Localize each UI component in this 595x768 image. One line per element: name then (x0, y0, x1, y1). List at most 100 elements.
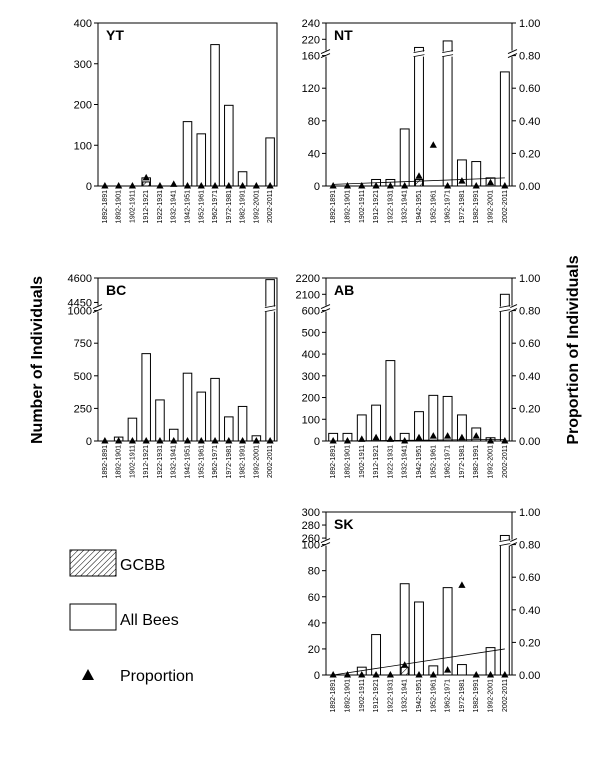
axis-break-mask (322, 50, 330, 57)
y-left-tick-label: 4450 (68, 297, 92, 309)
proportion-marker (386, 182, 394, 189)
bar-all-bees (196, 391, 207, 442)
x-tick-label: 1902-1911 (129, 190, 136, 223)
proportion-marker (225, 437, 233, 444)
y-right-tick-label: 0.80 (519, 540, 540, 552)
y-left-tick-label: 2100 (296, 289, 320, 301)
panel-label: SK (334, 516, 353, 532)
proportion-marker (329, 182, 337, 189)
x-tick-label: 1892-1891 (102, 445, 109, 479)
x-tick-label: 1992-2001 (253, 190, 260, 224)
proportion-marker (372, 433, 380, 441)
proportion-marker (401, 182, 409, 189)
x-tick-label: 2002-2011 (502, 679, 509, 712)
y-left-tick-label: 1000 (68, 306, 92, 318)
x-tick-label: 1982-1991 (473, 190, 480, 224)
proportion-marker (415, 671, 423, 678)
x-tick-label: 1952-1961 (198, 445, 205, 479)
proportion-marker (238, 437, 247, 444)
x-tick-label: 1962-1971 (445, 679, 452, 713)
y-right-tick-label: 1.00 (519, 507, 540, 519)
proportion-marker (429, 671, 437, 678)
proportion-marker (486, 671, 495, 678)
y-left-tick-label: 280 (302, 520, 320, 532)
x-tick-label: 1932-1941 (171, 190, 178, 224)
y-left-tick-label: 2200 (296, 273, 320, 285)
x-tick-label: 1922-1931 (387, 445, 394, 479)
legend: GCBB All Bees Proportion (69, 549, 194, 685)
x-tick-label: 1902-1911 (359, 190, 366, 223)
y-left-tick-label: 400 (74, 18, 92, 30)
x-tick-label: 1982-1991 (473, 679, 480, 713)
y-right-tick-label: 0.80 (519, 51, 540, 63)
y-right-tick-label: 1.00 (519, 18, 540, 30)
proportion-marker (266, 437, 274, 444)
legend-swatch-gcbb (69, 549, 117, 577)
y-left-tick-label: 0 (314, 670, 320, 682)
bar-all-bees (499, 534, 510, 676)
bar-break-mark (413, 50, 425, 53)
bar-all-bees (182, 372, 193, 442)
proportion-marker (415, 433, 423, 441)
y-right-tick-label: 0.20 (519, 403, 540, 415)
bar-all-bees (371, 404, 382, 442)
bar-all-bees (141, 353, 151, 442)
axis-break-mask (322, 539, 330, 546)
x-tick-label: 1982-1991 (240, 190, 247, 224)
y-left-tick-label: 4600 (68, 273, 92, 285)
x-tick-label: 1972-1981 (459, 190, 466, 224)
proportion-trendline (333, 438, 505, 442)
x-tick-label: 1962-1971 (212, 190, 219, 224)
x-tick-label: 1972-1981 (459, 445, 466, 479)
proportion-trendline (333, 648, 505, 676)
x-tick-label: 1892-1901 (116, 190, 123, 224)
proportion-marker (170, 437, 178, 444)
x-tick-label: 2002-2011 (267, 445, 274, 478)
x-tick-label: 1912-1921 (143, 445, 150, 479)
y-left-tick-label: 200 (74, 100, 92, 112)
legend-label-proportion: Proportion (120, 668, 194, 685)
bar-break-mark (413, 54, 425, 57)
axis-break-mark (92, 304, 103, 310)
x-tick-label: 1902-1911 (359, 445, 366, 478)
proportion-marker (197, 182, 205, 189)
proportion-marker (415, 172, 423, 179)
x-tick-label: 1932-1941 (402, 679, 409, 713)
panel-label: YT (106, 27, 124, 43)
proportion-marker (472, 182, 480, 189)
y-left-tick-label: 40 (308, 618, 320, 630)
y-left-tick-label: 260 (302, 533, 320, 545)
x-tick-label: 1952-1961 (198, 190, 205, 224)
x-tick-label: 1912-1921 (373, 445, 380, 479)
y-left-tick-label: 200 (302, 393, 320, 405)
bar-gcbb (400, 666, 409, 676)
bar-all-bees (155, 399, 165, 442)
proportion-marker (429, 141, 437, 148)
x-tick-label: 1942-1951 (416, 190, 423, 224)
x-tick-label: 1922-1931 (157, 190, 164, 224)
x-tick-label: 1962-1971 (445, 445, 452, 479)
y-left-tick-label: 160 (302, 51, 320, 63)
y-left-tick-label: 750 (74, 338, 92, 350)
proportion-marker (343, 437, 352, 444)
x-tick-label: 1932-1941 (171, 445, 178, 479)
y-left-tick-label: 500 (74, 371, 92, 383)
proportion-marker (252, 182, 260, 189)
proportion-marker (501, 182, 509, 189)
x-tick-label: 1892-1891 (330, 679, 337, 713)
bar-all-bees (456, 414, 467, 442)
panel-label: BC (106, 282, 126, 298)
axis-break-mask (322, 305, 330, 312)
proportion-marker (211, 437, 219, 444)
panel-label: AB (334, 282, 354, 298)
axis-break-mark (320, 304, 331, 310)
y-left-tick-label: 0 (86, 181, 92, 193)
y-left-tick-label: 0 (314, 181, 320, 193)
x-tick-label: 1942-1951 (416, 445, 423, 479)
y-left-tick-label: 100 (74, 140, 92, 152)
panel-yt: 0 100 200 300 400 1892-1891 1892-1901 1902-1911… (74, 18, 278, 224)
proportion-marker (444, 182, 452, 189)
proportion-marker (486, 437, 495, 444)
proportion-marker (128, 437, 137, 444)
